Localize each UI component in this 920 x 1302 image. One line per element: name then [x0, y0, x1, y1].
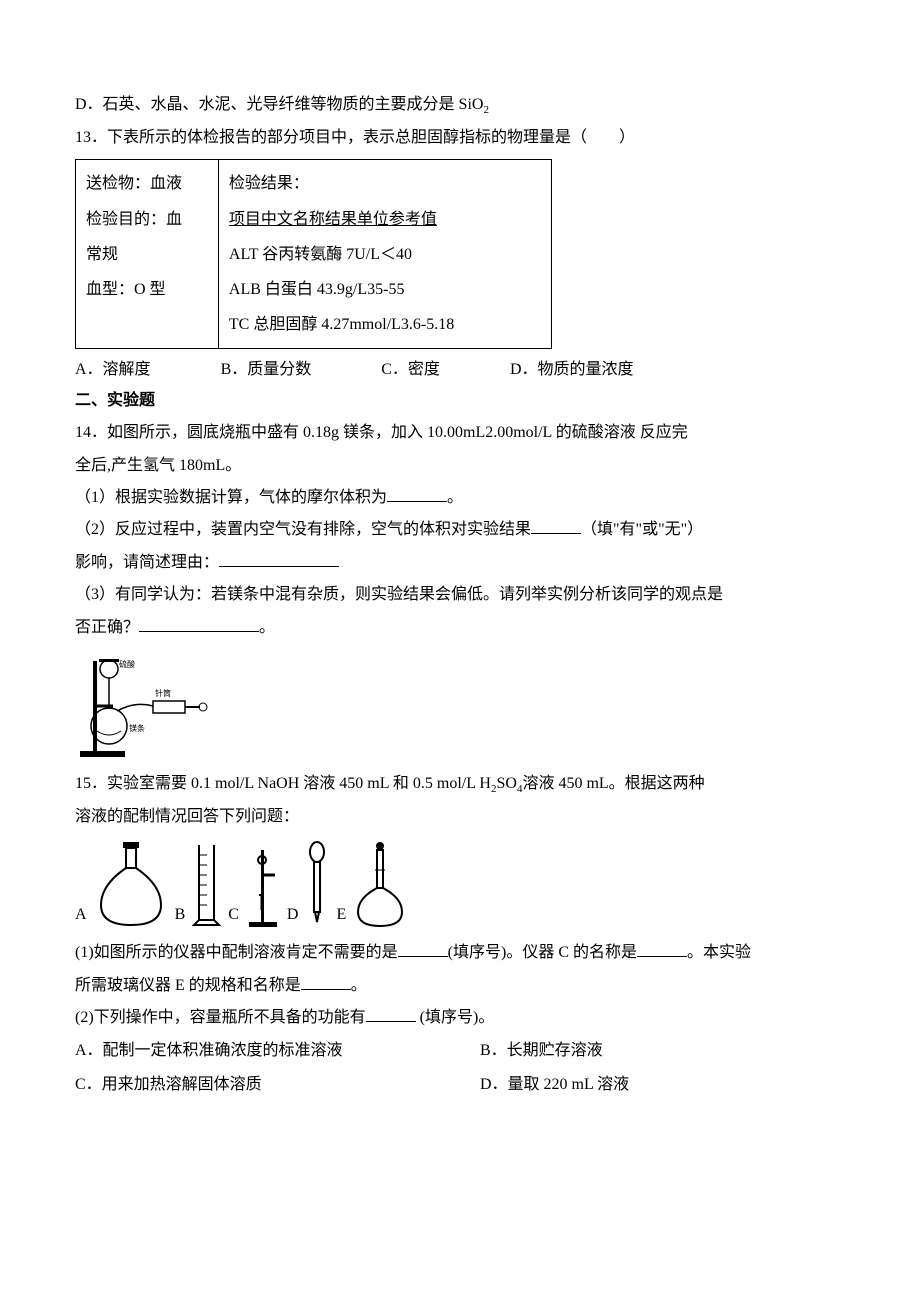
func-a: A．配制一定体积准确浓度的标准溶液 — [75, 1036, 440, 1066]
dropper-icon — [302, 840, 332, 930]
apparatus-e: E — [336, 840, 410, 930]
experiment-apparatus-icon: 硫酸 镁条 针筒 — [75, 651, 215, 761]
report-left-3: 常规 — [86, 237, 208, 272]
q15-stem-l1: 15．实验室需要 0.1 mol/L NaOH 溶液 450 mL 和 0.5 … — [75, 769, 845, 800]
q15-part2: (2)下列操作中，容量瓶所不具备的功能有 (填序号)。 — [75, 1003, 845, 1033]
q14-part2-l1: （2）反应过程中，装置内空气没有排除，空气的体积对实验结果（填"有"或"无"） — [75, 515, 845, 545]
blank-5 — [398, 941, 448, 957]
report-r5: TC 总胆固醇 4.27mmol/L3.6-5.18 — [229, 307, 541, 342]
q15-part1-l2: 所需玻璃仪器 E 的规格和名称是。 — [75, 971, 845, 1001]
q14-stem-l1: 14．如图所示，圆底烧瓶中盛有 0.18g 镁条，加入 10.00mL2.00m… — [75, 418, 845, 448]
volumetric-flask-icon — [350, 840, 410, 930]
q14-part1: （1）根据实验数据计算，气体的摩尔体积为。 — [75, 483, 845, 513]
q12-opt-d-text: D．石英、水晶、水泥、光导纤维等物质的主要成分是 SiO — [75, 96, 483, 113]
apparatus-c: C — [228, 840, 283, 930]
blank-6 — [637, 941, 687, 957]
q13-opt-c: C．密度 — [381, 355, 440, 385]
blank-2 — [531, 518, 581, 534]
q14-figure: 硫酸 镁条 针筒 — [75, 651, 845, 761]
report-right-cell: 检验结果： 项目中文名称结果单位参考值 ALT 谷丙转氨酶 7U/L＜40 AL… — [218, 160, 551, 349]
q13-opt-a: A．溶解度 — [75, 355, 151, 385]
q15-apparatus-row: A B C D — [75, 840, 845, 930]
q15-stem-l2: 溶液的配制情况回答下列问题： — [75, 802, 845, 832]
apparatus-a: A — [75, 840, 171, 930]
q13-options: A．溶解度 B．质量分数 C．密度 D．物质的量浓度 — [75, 355, 845, 385]
sio2-sub: 2 — [483, 104, 489, 116]
report-r1: 检验结果： — [229, 166, 541, 201]
iron-stand-icon — [243, 840, 283, 930]
blank-7 — [301, 974, 351, 990]
report-left-4: 血型：O 型 — [86, 272, 208, 307]
blank-4 — [139, 616, 259, 632]
q14-part3-l1: （3）有同学认为：若镁条中混有杂质，则实验结果会偏低。请列举实例分析该同学的观点… — [75, 580, 845, 610]
report-r4: ALB 白蛋白 43.9g/L35-55 — [229, 272, 541, 307]
report-left-2: 检验目的：血 — [86, 202, 208, 237]
blank-3 — [219, 551, 339, 567]
func-c: C．用来加热溶解固体溶质 — [75, 1070, 440, 1100]
q13-opt-d: D．物质的量浓度 — [510, 355, 634, 385]
report-left-cell: 送检物：血液 检验目的：血 常规 血型：O 型 — [76, 160, 219, 349]
blank-8 — [366, 1006, 416, 1022]
apparatus-b: B — [175, 840, 225, 930]
report-table: 送检物：血液 检验目的：血 常规 血型：O 型 检验结果： 项目中文名称结果单位… — [75, 159, 552, 349]
section2-heading: 二、实验题 — [75, 386, 845, 416]
apparatus-d: D — [287, 840, 333, 930]
report-r3: ALT 谷丙转氨酶 7U/L＜40 — [229, 237, 541, 272]
blank-1 — [387, 486, 447, 502]
func-d: D．量取 220 mL 溶液 — [480, 1070, 845, 1100]
svg-text:镁条: 镁条 — [129, 723, 145, 733]
q13-opt-b: B．质量分数 — [221, 355, 312, 385]
q12-option-d: D．石英、水晶、水泥、光导纤维等物质的主要成分是 SiO2 — [75, 90, 845, 121]
func-b: B．长期贮存溶液 — [480, 1036, 845, 1066]
report-left-1: 送检物：血液 — [86, 166, 208, 201]
flat-bottom-flask-icon — [91, 840, 171, 930]
report-r2: 项目中文名称结果单位参考值 — [229, 202, 541, 237]
q15-function-options: A．配制一定体积准确浓度的标准溶液 B．长期贮存溶液 C．用来加热溶解固体溶质 … — [75, 1036, 845, 1101]
q14-stem-l2: 全后,产生氢气 180mL。 — [75, 451, 845, 481]
q14-part2-l2: 影响，请简述理由： — [75, 548, 845, 578]
q15-part1-l1: (1)如图所示的仪器中配制溶液肯定不需要的是(填序号)。仪器 C 的名称是。本实… — [75, 938, 845, 968]
graduated-cylinder-icon — [189, 840, 224, 930]
q13-stem: 13．下表所示的体检报告的部分项目中，表示总胆固醇指标的物理量是（ ） — [75, 123, 845, 153]
svg-text:硫酸: 硫酸 — [119, 659, 135, 669]
svg-text:针筒: 针筒 — [155, 688, 171, 698]
q14-part3-l2: 否正确？。 — [75, 613, 845, 643]
